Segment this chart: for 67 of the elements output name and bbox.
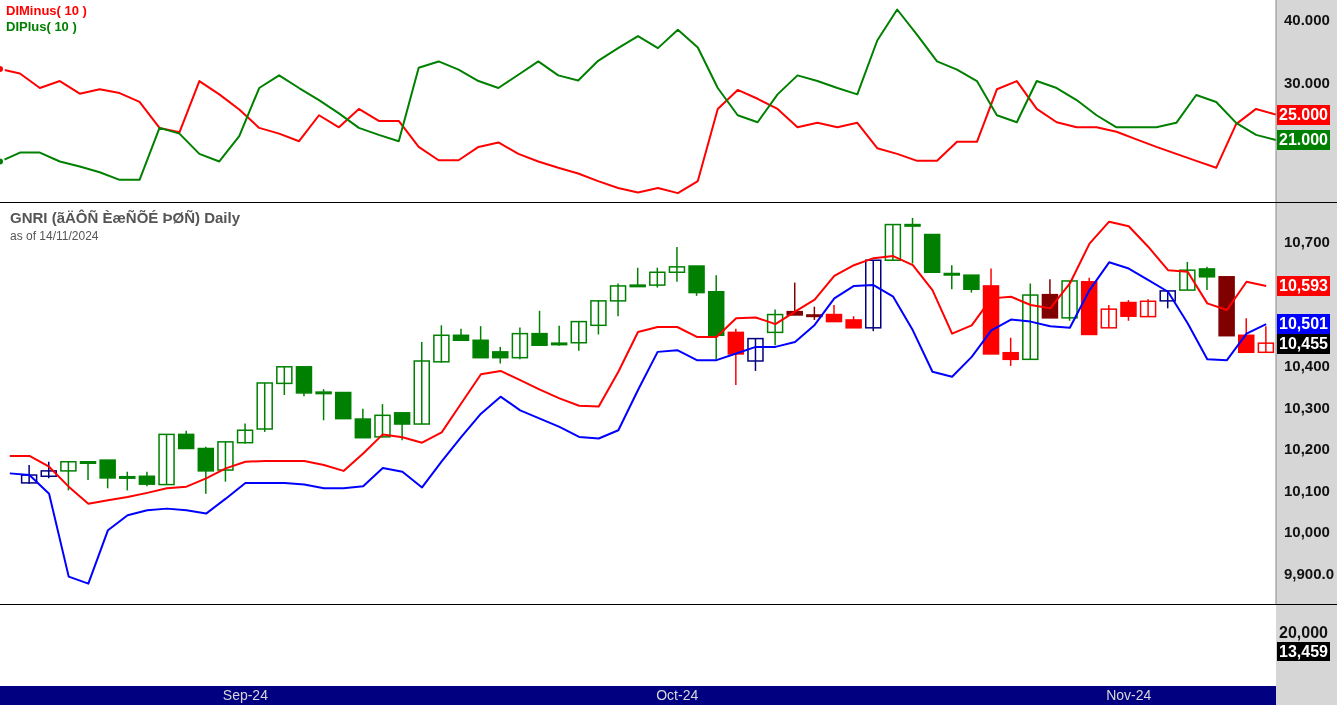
y-tick-label: 40.000 (1284, 10, 1330, 28)
candlestick (943, 264, 961, 290)
candlestick (413, 341, 430, 425)
y-tick-label: 10,700 (1284, 232, 1330, 250)
candlestick (865, 259, 882, 332)
text: 13,459 (1277, 642, 1330, 661)
candlestick (1198, 266, 1216, 291)
annotation: 25.000 (1277, 104, 1330, 125)
candlestick (158, 433, 175, 486)
text: 10,455 (1277, 333, 1330, 354)
candlestick (99, 459, 116, 490)
candlestick (433, 324, 450, 364)
candlestick (60, 461, 77, 492)
y-tick-label: 10,300 (1284, 398, 1330, 416)
chart-title: GNRI (ãÄÔÑ ÈæÑÕÉ ÞØÑ) Daily (10, 209, 241, 226)
candlestick (79, 461, 97, 481)
text: 10,593 (1277, 276, 1330, 297)
y-tick-label: 10,000 (1284, 523, 1330, 541)
y-tick-label: 30.000 (1284, 74, 1330, 92)
candlestick (1002, 337, 1019, 367)
candlestick (629, 266, 646, 288)
candlestick (197, 446, 215, 495)
x-tick-label: Nov-24 (1105, 687, 1153, 704)
candlestick (374, 403, 391, 439)
candlestick (256, 382, 273, 433)
candlestick (1257, 325, 1275, 354)
text: 20,000 (1278, 623, 1329, 642)
candlestick (1022, 282, 1039, 361)
candlestick (276, 366, 293, 396)
candlestick (119, 470, 136, 492)
candlestick (472, 325, 489, 359)
candlestick (609, 282, 627, 317)
x-tick-label: Sep-24 (221, 687, 269, 704)
candlestick (1100, 304, 1118, 329)
text: 10,501 (1277, 314, 1330, 335)
candlestick (649, 266, 666, 289)
text: as of 14/11/2024 (10, 229, 99, 243)
candlestick (511, 326, 529, 361)
y-tick-label: 10,400 (1284, 357, 1330, 375)
candlestick (550, 325, 568, 347)
text: DIMinus( 10 ) (6, 3, 87, 19)
y-tick-label: 10,100 (1284, 481, 1330, 499)
candlestick (904, 217, 921, 265)
candlestick (590, 300, 607, 336)
candlestick (1179, 261, 1196, 291)
y-tick-label: 9,900.0 (1284, 564, 1335, 582)
candlestick (20, 464, 38, 485)
candlestick (668, 246, 686, 283)
candlestick (315, 388, 332, 422)
y-tick-label: 10,200 (1284, 440, 1330, 458)
candlestick (766, 308, 784, 346)
annotation: 21.000 (1277, 129, 1330, 150)
candlestick (747, 337, 764, 372)
candlestick (531, 310, 548, 346)
candlestick (570, 320, 588, 352)
candlestick (236, 422, 254, 445)
candlestick (1061, 280, 1078, 322)
candlestick (393, 411, 411, 441)
candlestick (1139, 298, 1157, 318)
candlestick (727, 327, 745, 386)
line-series (8, 261, 1268, 585)
text: DIPlus( 10 ) (6, 19, 78, 35)
candlestick (1120, 299, 1137, 322)
candlestick (354, 407, 372, 439)
candlestick (217, 441, 234, 483)
x-tick-label: Oct-24 (655, 687, 700, 704)
candlestick (884, 223, 902, 261)
